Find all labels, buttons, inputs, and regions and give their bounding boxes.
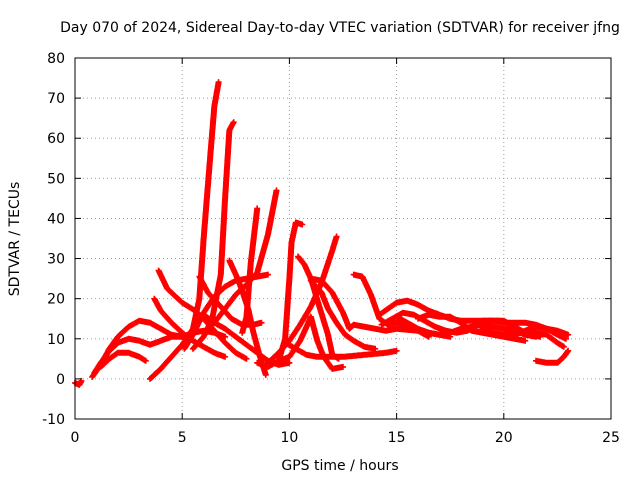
y-tick-label: 50 — [47, 171, 65, 187]
plot-frame — [74, 57, 612, 420]
x-tick-label: 25 — [602, 430, 620, 446]
y-tick-label: 10 — [47, 332, 65, 348]
x-tick-label: 20 — [495, 430, 513, 446]
x-tick-label: 10 — [280, 430, 298, 446]
data-series — [72, 79, 572, 388]
y-axis-label: SDTVAR / TECUs — [7, 182, 23, 297]
series-markers-arc-3 — [91, 333, 186, 376]
y-axis-ticks: -10 0 10 20 30 40 50 60 70 80 — [42, 51, 611, 428]
series-arc-28 — [479, 317, 567, 350]
series-arc-17 — [295, 253, 342, 362]
y-tick-label: 20 — [47, 292, 65, 308]
series-arc-5 — [147, 79, 222, 382]
series-markers-arc-8 — [155, 267, 250, 362]
y-tick-label: 30 — [47, 252, 65, 268]
series-markers-arc-1 — [72, 377, 85, 388]
series-markers-arc-28 — [479, 317, 567, 350]
x-axis-label: GPS time / hours — [281, 458, 398, 474]
grid-lines — [75, 58, 611, 419]
x-tick-label: 5 — [178, 430, 187, 446]
series-arc-1 — [72, 377, 85, 388]
y-tick-label: 60 — [47, 131, 65, 147]
series-arc-3 — [91, 333, 186, 376]
series-arc-4 — [97, 349, 149, 370]
y-tick-label: -10 — [42, 412, 65, 428]
y-tick-label: 40 — [47, 211, 65, 227]
series-arc-29 — [533, 347, 572, 366]
series-markers-arc-20 — [275, 313, 346, 372]
y-tick-label: 0 — [56, 372, 65, 388]
chart-title: Day 070 of 2024, Sidereal Day-to-day VTE… — [60, 20, 620, 36]
series-arc-8 — [155, 267, 250, 362]
series-markers-arc-29 — [533, 347, 572, 366]
series-markers-arc-4 — [97, 349, 149, 370]
series-arc-20 — [275, 313, 346, 372]
series-markers-arc-17 — [295, 253, 342, 362]
x-tick-label: 0 — [71, 430, 80, 446]
y-tick-label: 70 — [47, 91, 65, 107]
series-markers-arc-13 — [239, 205, 261, 336]
series-arc-13 — [239, 205, 261, 336]
series-markers-arc-5 — [147, 79, 222, 382]
x-axis-ticks: 0 5 10 15 20 25 — [71, 58, 620, 446]
x-tick-label: 15 — [388, 430, 406, 446]
y-tick-label: 80 — [47, 51, 65, 67]
